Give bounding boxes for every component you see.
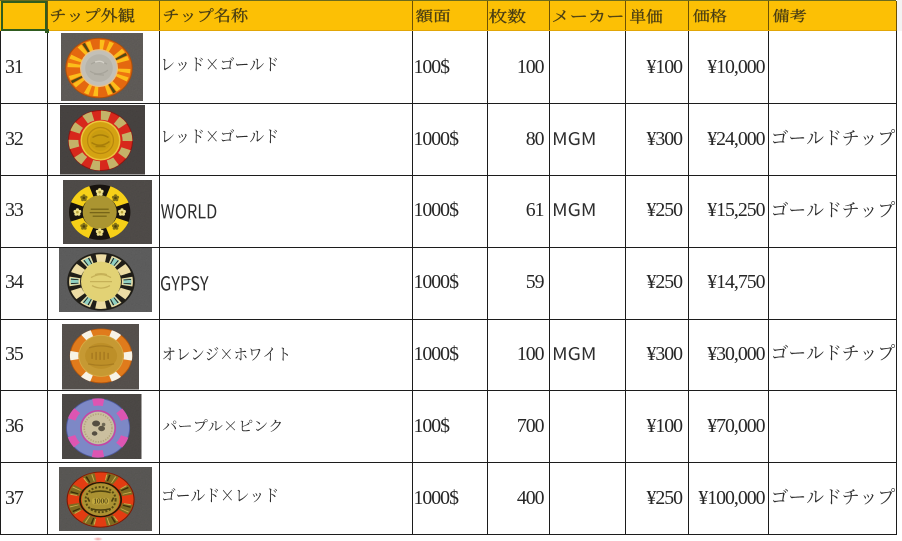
svg-text:1000: 1000 bbox=[93, 497, 108, 505]
